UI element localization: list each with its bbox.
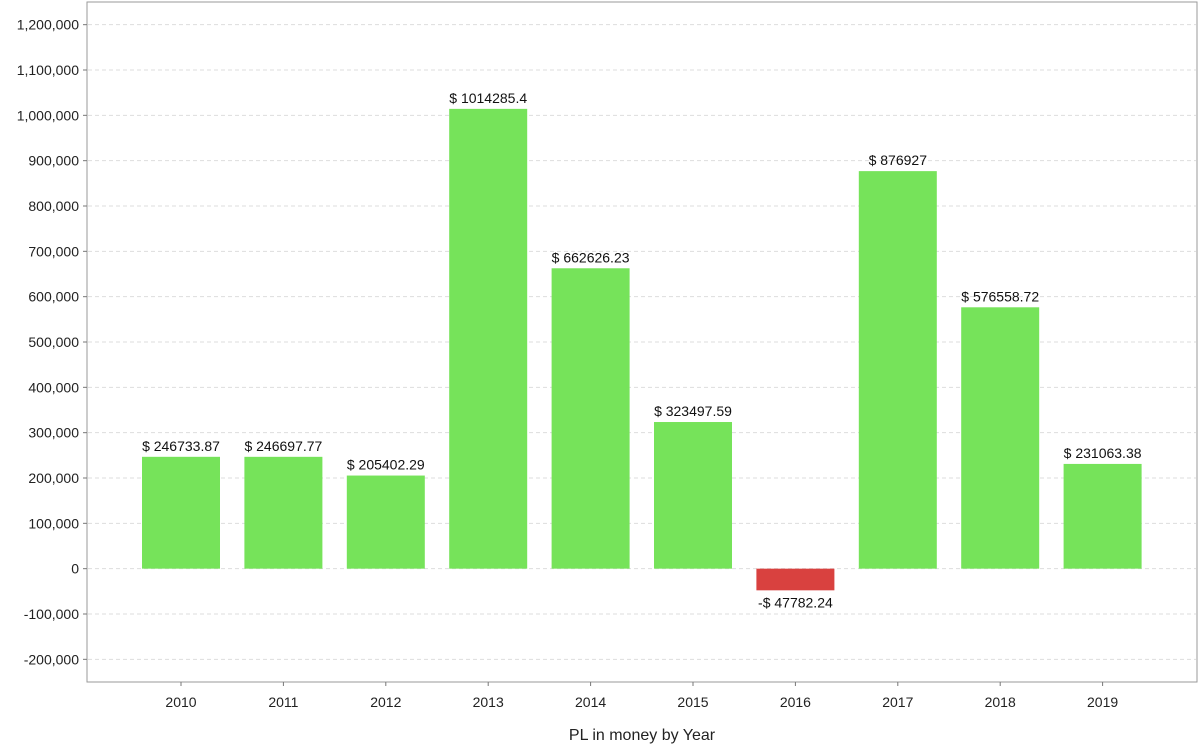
data-label-2013: $ 1014285.4 xyxy=(449,90,527,106)
x-tick-label: 2011 xyxy=(268,694,298,710)
x-tick-label: 2017 xyxy=(882,694,913,710)
bar-2019 xyxy=(1063,463,1142,569)
x-axis-title: PL in money by Year xyxy=(569,727,716,744)
y-tick-label: 600,000 xyxy=(28,289,79,305)
y-tick-label: 1,000,000 xyxy=(17,107,79,123)
y-tick-label: 400,000 xyxy=(28,379,79,395)
bar-2013 xyxy=(449,108,528,569)
x-tick-label: 2016 xyxy=(780,694,811,710)
bar-2010 xyxy=(142,456,220,569)
data-labels: $ 246733.87 $ 246697.77 $ 205402.29 $ 10142… xyxy=(142,90,1142,610)
x-axis-ticks: 2010 2011 2012 2013 2014 2015 2016 2017 2018 2019 xyxy=(165,682,1118,710)
y-tick-label: 1,200,000 xyxy=(17,17,79,33)
x-tick-label: 2019 xyxy=(1087,694,1118,710)
x-tick-label: 2014 xyxy=(575,694,606,710)
data-label-2019: $ 231063.38 xyxy=(1064,445,1142,461)
y-tick-label: 800,000 xyxy=(28,198,79,214)
x-tick-label: 2012 xyxy=(370,694,401,710)
y-tick-label: 300,000 xyxy=(28,425,79,441)
x-tick-label: 2010 xyxy=(165,694,196,710)
x-tick-label: 2013 xyxy=(473,694,504,710)
gridlines xyxy=(88,24,1196,660)
y-tick-label: -200,000 xyxy=(24,651,79,667)
bar-2018 xyxy=(961,307,1040,569)
bar-2015 xyxy=(654,422,732,569)
y-tick-label: 200,000 xyxy=(28,470,79,486)
x-tick-label: 2015 xyxy=(677,694,708,710)
y-tick-label: 1,100,000 xyxy=(17,62,79,78)
y-tick-label: 700,000 xyxy=(28,243,79,259)
x-tick-label: 2018 xyxy=(985,694,1016,710)
bar-2017 xyxy=(858,171,937,569)
data-label-2010: $ 246733.87 xyxy=(142,438,220,454)
data-label-2017: $ 876927 xyxy=(869,152,928,168)
bar-2012 xyxy=(346,475,425,569)
bar-2016 xyxy=(756,568,835,591)
bars xyxy=(142,108,1142,591)
bar-2014 xyxy=(551,268,630,569)
data-label-2016: -$ 47782.24 xyxy=(758,594,833,610)
y-tick-label: 900,000 xyxy=(28,153,79,169)
y-axis-ticks: -200,000 -100,000 0 100,000 200,000 300,000 40… xyxy=(17,17,87,667)
y-tick-label: -100,000 xyxy=(24,606,79,622)
data-label-2014: $ 662626.23 xyxy=(552,249,630,265)
data-label-2018: $ 576558.72 xyxy=(961,288,1039,304)
bar-2011 xyxy=(244,456,323,569)
y-tick-label: 0 xyxy=(71,561,79,577)
data-label-2015: $ 323497.59 xyxy=(654,403,732,419)
data-label-2011: $ 246697.77 xyxy=(244,438,322,454)
data-label-2012: $ 205402.29 xyxy=(347,457,425,473)
y-tick-label: 100,000 xyxy=(28,515,79,531)
y-tick-label: 500,000 xyxy=(28,334,79,350)
